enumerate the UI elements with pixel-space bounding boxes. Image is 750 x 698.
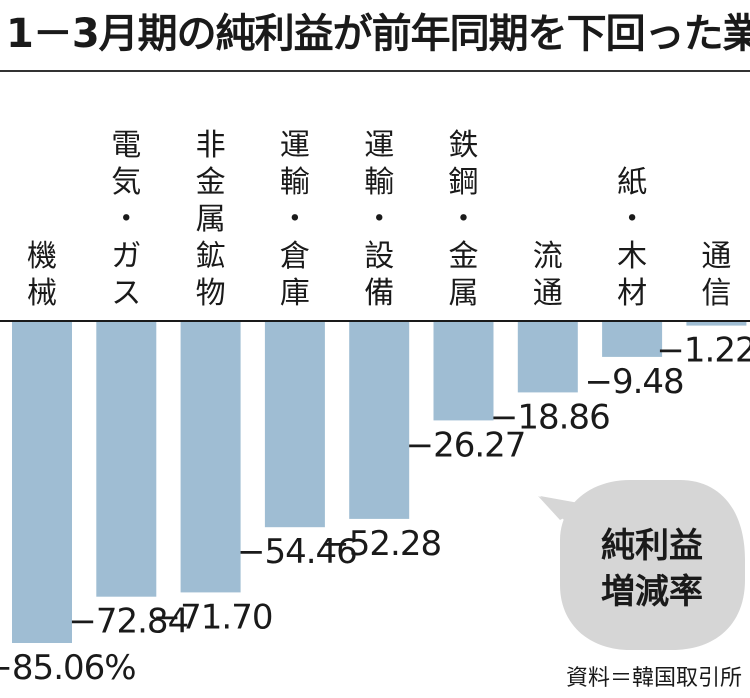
category-char: 紙	[617, 165, 647, 200]
category-char: ・	[617, 202, 647, 237]
value-label-6: −26.27	[406, 425, 526, 465]
category-label-2: 電気・ガス	[111, 128, 141, 311]
value-label-4: −54.46	[237, 532, 357, 572]
value-label-2: −72.84	[68, 602, 188, 642]
category-char: 設	[364, 239, 394, 274]
category-char: 木	[617, 239, 647, 274]
category-char: 金	[449, 239, 479, 274]
category-char: 鉄	[449, 128, 479, 163]
category-label-6: 鉄鋼・金属	[449, 128, 479, 311]
category-char: 材	[617, 276, 647, 311]
source-note: 資料＝韓国取引所	[565, 666, 742, 691]
title-divider	[0, 70, 750, 72]
category-char: 鋼	[449, 165, 479, 200]
value-label-5: −52.28	[321, 524, 441, 564]
category-char: 物	[196, 276, 226, 311]
category-char: 属	[196, 202, 226, 237]
bar-1	[12, 321, 72, 643]
bar-4	[264, 321, 325, 528]
bar-5	[349, 321, 410, 519]
callout-line-2: 増減率	[601, 572, 703, 612]
category-label-8: 紙・木材	[617, 165, 647, 311]
category-char: ・	[280, 202, 310, 237]
bar-6	[433, 321, 494, 421]
category-label-5: 運輸・設備	[364, 128, 394, 311]
category-char: 金	[196, 165, 226, 200]
category-char: 通	[701, 239, 731, 274]
bar-2	[96, 321, 157, 597]
category-char: ・	[449, 202, 479, 237]
bar-3	[180, 321, 241, 593]
category-char: 械	[27, 276, 57, 311]
bar-8	[602, 321, 663, 357]
value-label-8: −9.48	[584, 362, 683, 402]
category-char: ス	[111, 276, 141, 311]
category-char: 通	[533, 276, 563, 311]
value-label-7: −18.86	[490, 397, 610, 437]
value-label-9: −1.22	[656, 331, 750, 371]
category-char: ・	[111, 202, 141, 237]
category-char: 電	[111, 128, 141, 163]
value-label-3: −71.70	[153, 597, 273, 637]
category-char: 備	[364, 276, 394, 311]
category-char: 非	[196, 128, 226, 163]
category-char: 属	[449, 276, 479, 311]
category-char: 信	[701, 276, 731, 311]
category-char: 気	[111, 165, 141, 200]
category-char: 運	[280, 128, 310, 163]
category-char: 機	[27, 239, 57, 274]
bar-7	[517, 321, 578, 393]
category-char: 輸	[280, 165, 310, 200]
chart-title: 1－3月期の純利益が前年同期を下回った業種	[6, 11, 750, 57]
category-char: 庫	[280, 276, 310, 311]
callout-line-1: 純利益	[601, 526, 703, 566]
category-char: ・	[364, 202, 394, 237]
category-char: 鉱	[196, 239, 226, 274]
bars-group	[12, 321, 747, 643]
category-char: 流	[533, 239, 563, 274]
category-label-7: 流通	[533, 239, 563, 311]
category-char: 運	[364, 128, 394, 163]
callout-bubble: 純利益 増減率	[538, 480, 745, 650]
value-labels: −85.06% −72.84−71.70 −54.46−52.28 −26.27−18…	[0, 331, 750, 688]
value-label-1: −85.06%	[0, 648, 136, 688]
bar-9	[686, 321, 747, 326]
category-char: 倉	[280, 239, 310, 274]
category-label-9: 通信	[701, 239, 731, 311]
category-label-4: 運輸・倉庫	[280, 128, 310, 311]
callout-tail	[540, 496, 590, 522]
category-label-1: 機械	[27, 239, 57, 311]
category-char: 輸	[364, 165, 394, 200]
callout-shape	[538, 480, 745, 650]
category-char: ガ	[111, 239, 141, 274]
